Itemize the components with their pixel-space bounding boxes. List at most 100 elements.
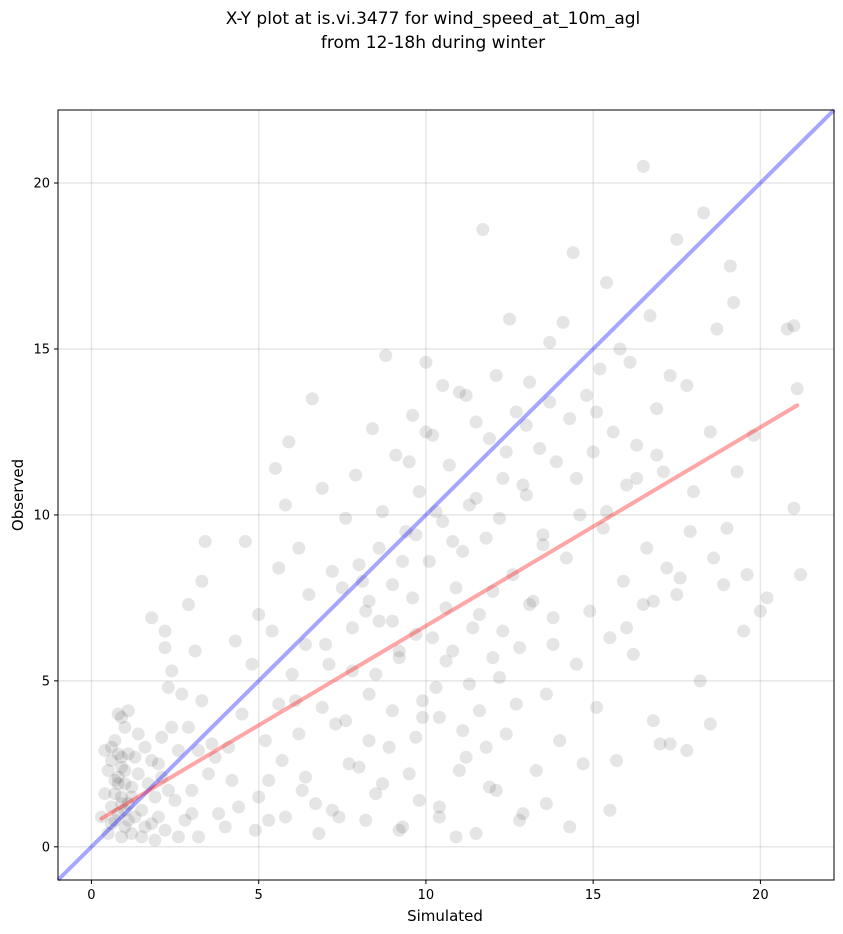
scatter-point — [168, 793, 182, 807]
scatter-point — [369, 667, 383, 681]
scatter-point — [178, 813, 192, 827]
scatter-point — [208, 750, 222, 764]
scatter-point — [292, 727, 306, 741]
scatter-point — [703, 717, 717, 731]
scatter-point — [496, 471, 510, 485]
scatter-point — [205, 737, 219, 751]
scatter-point — [787, 501, 801, 515]
scatter-point — [392, 644, 406, 658]
scatter-point — [111, 747, 125, 761]
scatter-point — [536, 528, 550, 542]
scatter-point — [723, 259, 737, 273]
scatter-point — [145, 817, 159, 831]
scatter-point — [125, 780, 139, 794]
scatter-point — [556, 315, 570, 329]
scatter-point — [352, 760, 366, 774]
scatter-point — [760, 591, 774, 605]
scatter-point — [359, 813, 373, 827]
scatter-point — [329, 717, 343, 731]
scatter-point — [663, 737, 677, 751]
scatter-point — [680, 378, 694, 392]
scatter-point — [108, 787, 122, 801]
scatter-point — [299, 637, 313, 651]
scatter-point — [513, 813, 527, 827]
scatter-point — [416, 694, 430, 708]
scatter-point — [650, 448, 664, 462]
scatter-point — [563, 820, 577, 834]
y-tick-label: 15 — [33, 342, 50, 357]
scatter-point — [118, 803, 132, 817]
scatter-point — [446, 644, 460, 658]
scatter-point — [138, 820, 152, 834]
plot-frame — [57, 109, 835, 881]
scatter-point — [222, 740, 236, 754]
scatter-point — [315, 481, 329, 495]
scatter-point — [546, 637, 560, 651]
scatter-point — [105, 817, 119, 831]
scatter-point — [693, 674, 707, 688]
y-tick-label: 5 — [42, 674, 50, 689]
scatter-point — [115, 710, 129, 724]
scatter-point — [670, 588, 684, 602]
scatter-point — [349, 468, 363, 482]
scatter-point — [543, 395, 557, 409]
scatter-point — [697, 206, 711, 220]
scatter-point — [121, 704, 135, 718]
scatter-point — [653, 737, 667, 751]
y-tick-label: 20 — [33, 177, 50, 192]
scatter-point — [118, 777, 132, 791]
scatter-point — [790, 382, 804, 396]
scatter-point — [94, 810, 108, 824]
scatter-point — [282, 435, 296, 449]
scatter-point — [787, 319, 801, 333]
scatter-point — [389, 448, 403, 462]
scatter-point — [292, 541, 306, 555]
scatter-point — [115, 760, 129, 774]
scatter-point — [98, 744, 112, 758]
scatter-point — [663, 369, 677, 383]
scatter-point — [275, 754, 289, 768]
scatter-point — [218, 820, 232, 834]
scatter-point — [576, 757, 590, 771]
scatter-point — [339, 511, 353, 525]
scatter-point — [539, 687, 553, 701]
scatter-point — [596, 521, 610, 535]
scatter-point — [620, 621, 634, 635]
scatter-point — [375, 777, 389, 791]
scatter-point — [482, 780, 496, 794]
scatter-point — [372, 541, 386, 555]
scatter-point — [101, 763, 115, 777]
scatter-point — [325, 564, 339, 578]
scatter-point — [426, 631, 440, 645]
scatter-point — [385, 578, 399, 592]
scatter-point — [616, 574, 630, 588]
scatter-point — [272, 561, 286, 575]
scatter-point — [660, 561, 674, 575]
scatter-point — [613, 342, 627, 356]
scatter-point — [503, 312, 517, 326]
scatter-point — [319, 637, 333, 651]
scatter-point — [232, 800, 246, 814]
scatter-point — [636, 598, 650, 612]
scatter-point — [105, 740, 119, 754]
scatter-point — [191, 744, 205, 758]
scatter-point — [372, 614, 386, 628]
scatter-point — [479, 531, 493, 545]
scatter-point — [730, 465, 744, 479]
scatter-point — [111, 807, 125, 821]
scatter-point — [539, 797, 553, 811]
scatter-point — [586, 445, 600, 459]
scatter-point — [479, 740, 493, 754]
scatter-point — [151, 757, 165, 771]
scatter-point — [707, 551, 721, 565]
scatter-point — [145, 754, 159, 768]
scatter-point — [509, 697, 523, 711]
scatter-point — [683, 525, 697, 539]
scatter-point — [482, 432, 496, 446]
scatter-point — [727, 296, 741, 309]
scatter-point — [516, 807, 530, 821]
scatter-point — [135, 830, 149, 844]
scatter-point — [362, 734, 376, 748]
scatter-point — [476, 222, 490, 236]
scatter-point — [402, 455, 416, 469]
